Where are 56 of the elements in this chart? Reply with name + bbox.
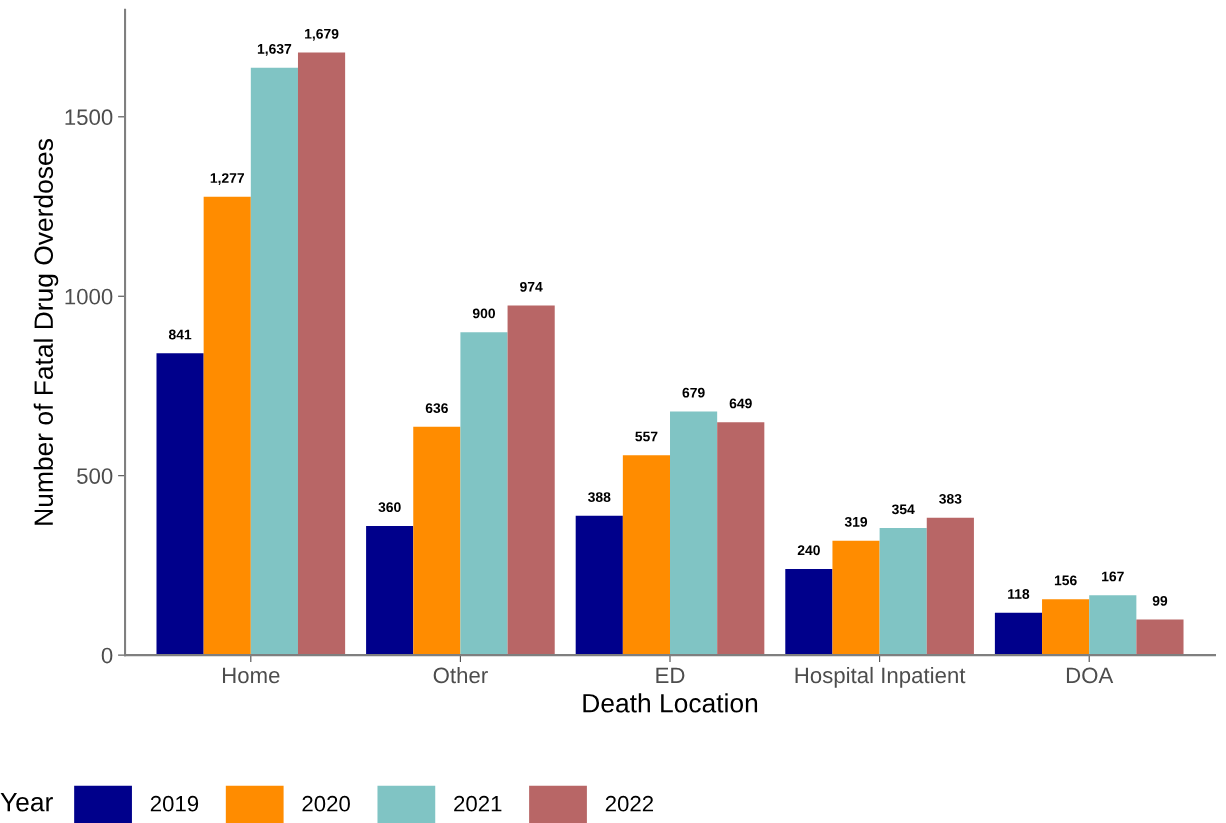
data-label: 360 — [378, 502, 401, 513]
x-tick-label: DOA — [1066, 667, 1114, 684]
data-label: 167 — [1102, 571, 1124, 582]
data-label: 1,679 — [305, 28, 339, 41]
data-label: 1,637 — [257, 43, 292, 56]
x-tick-label: Other — [433, 666, 488, 684]
bar — [1089, 595, 1137, 656]
bar — [507, 305, 555, 656]
x-axis-title: Death Location — [583, 693, 758, 713]
data-label: 679 — [682, 387, 705, 398]
bar — [460, 332, 508, 656]
data-label: 974 — [520, 281, 543, 292]
data-label: 99 — [1152, 595, 1168, 606]
data-label: 383 — [939, 493, 962, 504]
bar — [832, 540, 880, 656]
data-label: 841 — [168, 329, 192, 340]
bar — [250, 67, 298, 656]
bar — [785, 568, 833, 656]
x-tick-label: Hospital Inpatient — [795, 666, 966, 688]
bar — [670, 411, 718, 656]
legend-title: Year — [0, 793, 53, 812]
bar — [1136, 619, 1184, 656]
x-tick-label: Home — [223, 667, 280, 684]
data-label: 240 — [797, 545, 820, 556]
data-label: 118 — [1008, 589, 1030, 599]
legend-label: 2020 — [302, 795, 350, 812]
data-label: 649 — [729, 398, 752, 409]
bar — [156, 353, 204, 656]
legend-label: 2022 — [605, 795, 653, 812]
legend-label: 2019 — [150, 795, 199, 812]
bar — [926, 517, 974, 656]
data-label: 1,277 — [210, 173, 244, 185]
bar — [413, 426, 461, 656]
bar — [717, 422, 765, 656]
data-label: 636 — [425, 403, 448, 414]
data-label: 557 — [635, 431, 658, 442]
bar — [297, 52, 346, 656]
bar — [994, 612, 1043, 656]
legend-label: 2021 — [454, 795, 502, 812]
data-label: 156 — [1054, 575, 1077, 586]
y-tick-label: 1000 — [65, 288, 113, 305]
y-axis-title: Number of Fatal Drug Overdoses — [33, 139, 59, 525]
data-label: 354 — [891, 504, 915, 515]
bar — [575, 515, 623, 656]
y-tick-label: 0 — [101, 647, 113, 664]
bar — [1042, 599, 1090, 656]
data-label: 319 — [844, 516, 868, 527]
bar — [879, 528, 927, 656]
x-tick-label: ED — [656, 667, 685, 684]
data-label: 900 — [472, 308, 496, 319]
y-tick-label: 500 — [77, 468, 113, 484]
bar — [366, 525, 414, 656]
bar — [203, 196, 251, 656]
data-label: 388 — [588, 492, 611, 503]
y-tick-label: 1500 — [65, 109, 113, 126]
bar — [622, 455, 671, 656]
